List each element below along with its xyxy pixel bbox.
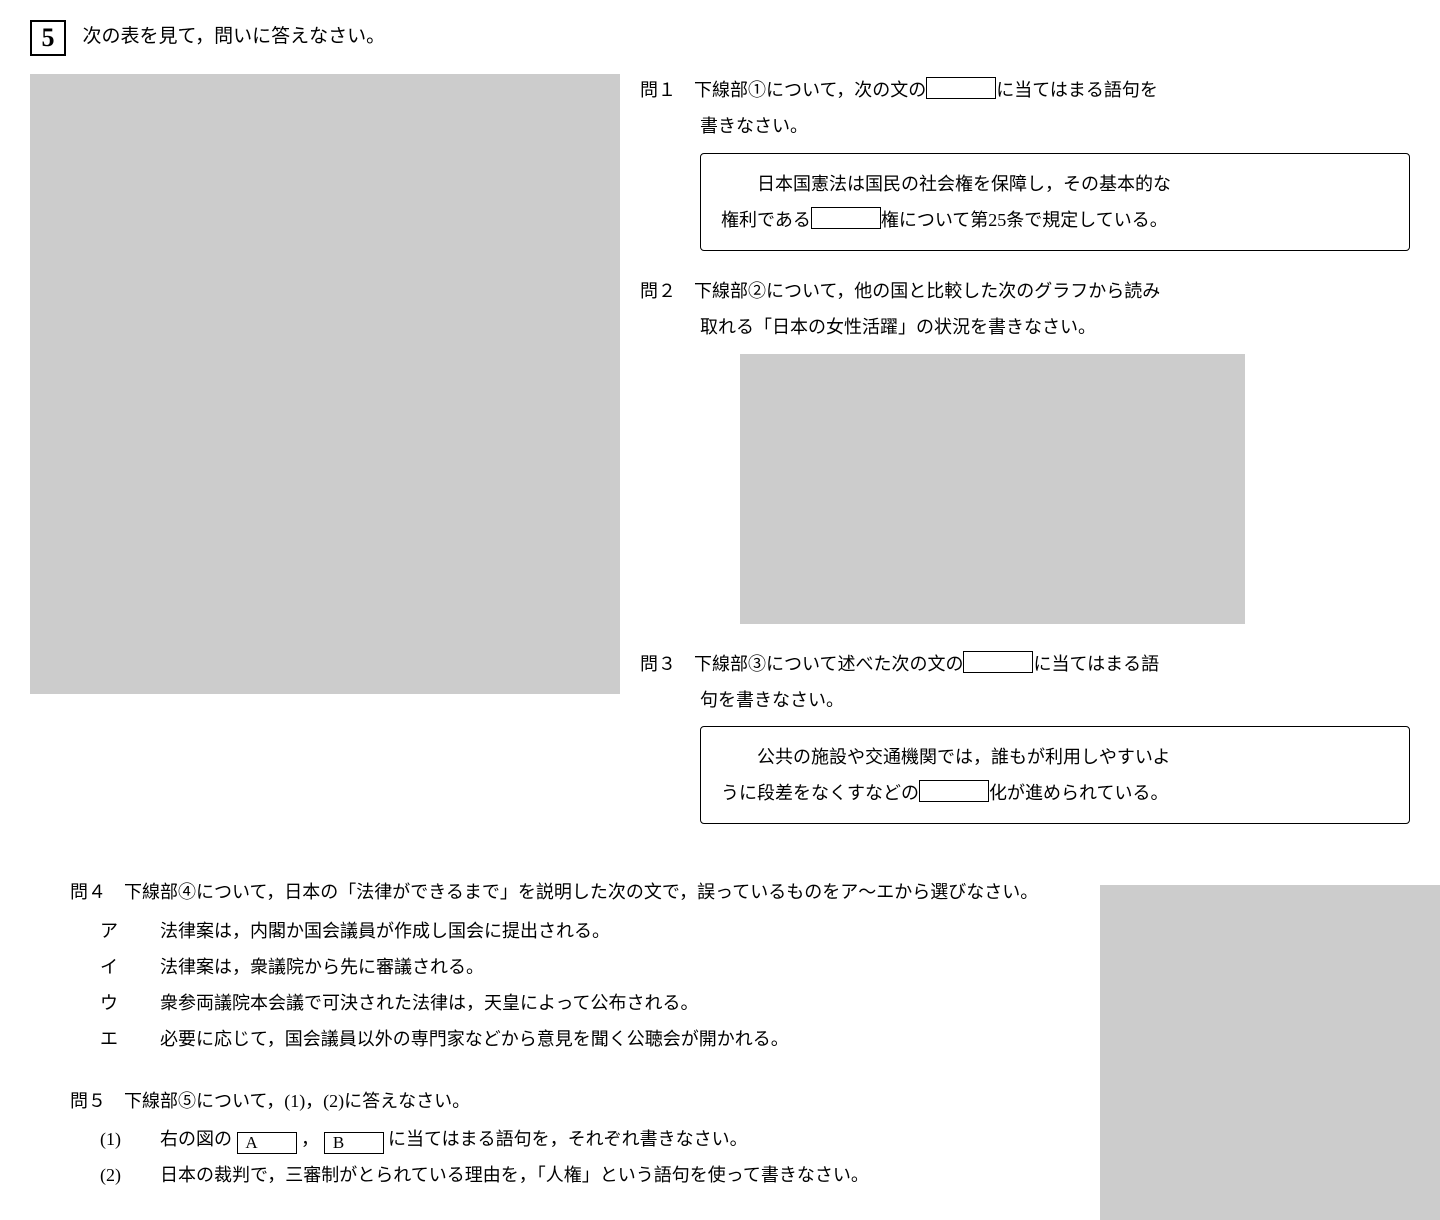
table-placeholder — [30, 74, 620, 694]
q4-choice-i-text: 法律案は，衆議院から先に審議される。 — [160, 957, 484, 977]
q3-box-line1: 公共の施設や交通機関では，誰もが利用しやすいよ — [757, 747, 1170, 767]
q4-choice-i-key: イ — [130, 949, 160, 985]
q3-info-box: 公共の施設や交通機関では，誰もが利用しやすいよ うに段差をなくすなどの 化が進めら… — [700, 726, 1410, 824]
q3-label: 問３ — [640, 654, 676, 674]
question-3: 問３ 下線部③について述べた次の文の に当てはまる語 句を書きなさい。 公共の施設… — [640, 648, 1410, 825]
q3-text1: 下線部③について述べた次の文の — [694, 654, 963, 674]
q5-label: 問５ — [70, 1091, 106, 1111]
section-intro: 次の表を見て，問いに答えなさい。 — [83, 26, 386, 47]
question-1: 問１ 下線部①について，次の文の に当てはまる語句を 書きなさい。 日本国憲法は国… — [640, 74, 1410, 251]
diagram-placeholder — [1100, 885, 1440, 1220]
q5-sub1-b: に当てはまる語句を，それぞれ書きなさい。 — [388, 1129, 748, 1149]
question-5: 問５ 下線部⑤について，(1)，(2)に答えなさい。 (1)右の図の A ， B… — [70, 1085, 1410, 1193]
q3-blank-inline — [963, 651, 1033, 673]
q4-choice-a-text: 法律案は，内閣か国会議員が作成し国会に提出される。 — [160, 921, 610, 941]
q3-text2: に当てはまる語 — [1033, 654, 1159, 674]
q2-text1: 下線部②について，他の国と比較した次のグラフから読み — [694, 281, 1160, 301]
q1-text2: に当てはまる語句を — [996, 80, 1158, 100]
q5-sub1-label: (1) — [130, 1121, 160, 1157]
q5-blank-B: B — [324, 1132, 384, 1154]
q2-label: 問２ — [640, 281, 676, 301]
q4-choice-a-key: ア — [130, 913, 160, 949]
q3-blank-box — [919, 780, 989, 802]
q5-sub2-text: 日本の裁判で，三審制がとられている理由を，「人権」という語句を使って書きなさい。 — [160, 1165, 869, 1185]
section-header: 5 次の表を見て，問いに答えなさい。 — [30, 20, 1410, 56]
q1-blank-box — [811, 207, 881, 229]
q5-sub1-a: 右の図の — [160, 1129, 232, 1149]
q3-box-line2a: うに段差をなくすなどの — [721, 783, 919, 803]
q1-label: 問１ — [640, 80, 676, 100]
graph-placeholder — [740, 354, 1245, 624]
q5-blank-A: A — [237, 1132, 297, 1154]
section-number-box: 5 — [30, 20, 66, 56]
q3-text3: 句を書きなさい。 — [700, 690, 844, 710]
q1-blank-inline — [926, 77, 996, 99]
q4-label: 問４ — [70, 882, 106, 902]
q3-box-line2b: 化が進められている。 — [989, 783, 1168, 803]
q1-text3: 書きなさい。 — [700, 116, 808, 136]
q1-info-box: 日本国憲法は国民の社会権を保障し，その基本的な 権利である 権について第25条で規… — [700, 153, 1410, 251]
top-row: 問１ 下線部①について，次の文の に当てはまる語句を 書きなさい。 日本国憲法は国… — [30, 74, 1410, 848]
q4-choice-e-key: エ — [130, 1021, 160, 1057]
q5-sub2-label: (2) — [130, 1157, 160, 1193]
bottom-section: 問４ 下線部④について，日本の「法律ができるまで」を説明した次の文で，誤っている… — [30, 876, 1410, 1193]
q4-choice-u-key: ウ — [130, 985, 160, 1021]
q1-box-line1: 日本国憲法は国民の社会権を保障し，その基本的な — [757, 174, 1171, 194]
q4-text: 下線部④について，日本の「法律ができるまで」を説明した次の文で，誤っているものを… — [124, 882, 1038, 902]
right-column: 問１ 下線部①について，次の文の に当てはまる語句を 書きなさい。 日本国憲法は国… — [640, 74, 1410, 848]
q1-text1: 下線部①について，次の文の — [694, 80, 926, 100]
q1-box-line2b: 権について第25条で規定している。 — [881, 210, 1168, 230]
q4-choice-e-text: 必要に応じて，国会議員以外の専門家などから意見を聞く公聴会が開かれる。 — [160, 1029, 789, 1049]
question-2: 問２ 下線部②について，他の国と比較した次のグラフから読み 取れる「日本の女性活… — [640, 275, 1410, 624]
q1-box-line2a: 権利である — [721, 210, 811, 230]
q2-text2: 取れる「日本の女性活躍」の状況を書きなさい。 — [700, 317, 1096, 337]
q4-choice-u-text: 衆参両議院本会議で可決された法律は，天皇によって公布される。 — [160, 993, 699, 1013]
q5-text: 下線部⑤について，(1)，(2)に答えなさい。 — [124, 1091, 470, 1111]
q5-sub1-sep: ， — [301, 1129, 319, 1149]
